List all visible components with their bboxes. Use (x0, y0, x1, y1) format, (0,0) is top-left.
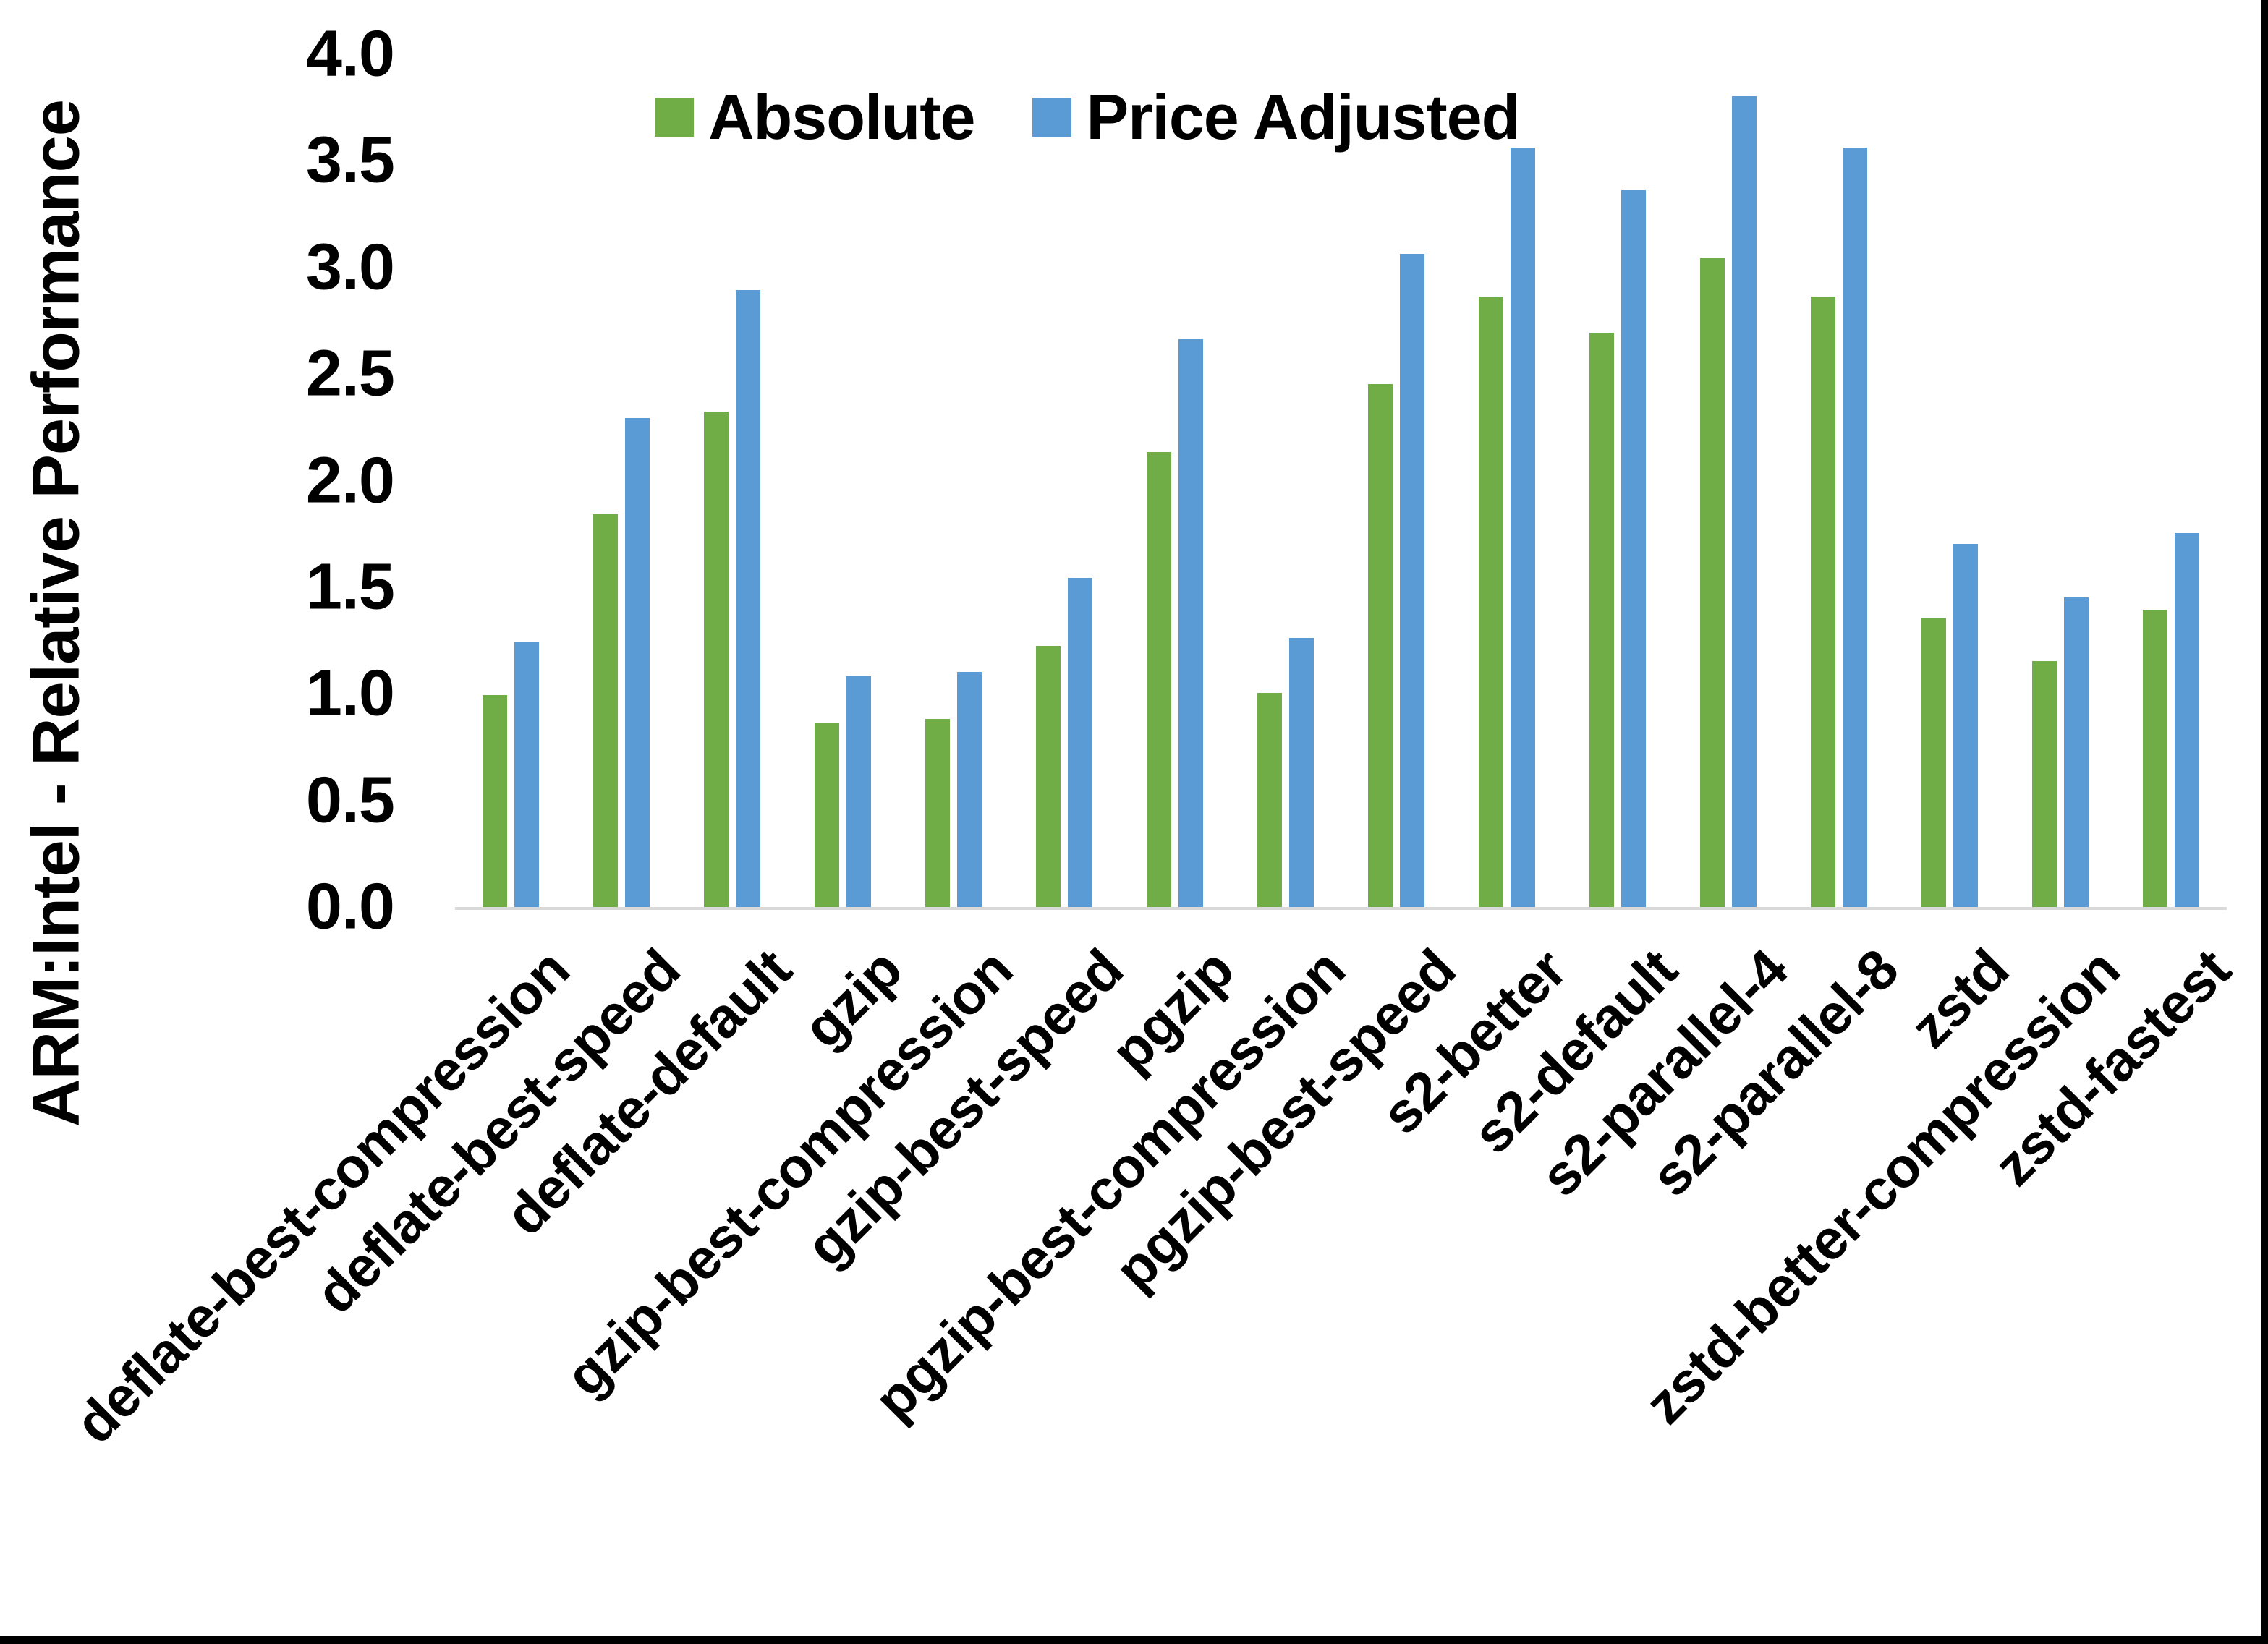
bar-group-zstd-fastest (2116, 56, 2227, 908)
bar-absolute-s2-better (1479, 297, 1504, 908)
x-axis-line (455, 907, 2227, 910)
legend-label: Price Adjusted (1086, 81, 1520, 153)
bar-absolute-pgzip (1146, 452, 1171, 908)
bar-absolute-deflate-default (703, 412, 729, 908)
y-tick-label: 1.5 (305, 550, 395, 623)
bar-group-zstd (1895, 56, 2005, 908)
bar-absolute-deflate-best-speed (593, 514, 618, 908)
bar-absolute-zstd-fastest (2143, 610, 2168, 908)
legend-swatch-icon (1032, 98, 1072, 137)
bar-absolute-s2-parallel-4 (1700, 258, 1725, 908)
legend-item-absolute: Absolute (655, 80, 975, 154)
y-tick-label: 2.5 (305, 337, 395, 410)
bar-price-adjusted-zstd-fastest (2175, 533, 2200, 908)
bar-price-adjusted-pgzip (1178, 339, 1203, 908)
bar-price-adjusted-zstd-better-compression (2064, 597, 2089, 908)
legend-swatch-icon (655, 98, 694, 137)
legend: Absolute Price Adjusted (655, 80, 1520, 154)
y-tick-label: 4.0 (305, 17, 395, 90)
plot-area (455, 56, 2227, 908)
y-tick-label: 1.0 (305, 657, 395, 730)
bar-absolute-gzip-best-compression (925, 719, 950, 908)
bar-absolute-deflate-best-compression (482, 695, 507, 908)
bar-absolute-pgzip-best-speed (1368, 384, 1393, 908)
bar-absolute-s2-parallel-8 (1811, 297, 1836, 908)
bar-group-s2-better (1452, 56, 1563, 908)
bar-absolute-zstd-better-compression (2032, 661, 2057, 908)
y-tick-label: 3.5 (305, 124, 395, 197)
bar-group-zstd-better-compression (2005, 56, 2116, 908)
bar-group-gzip-best-speed (1008, 56, 1119, 908)
y-tick-label: 2.0 (305, 443, 395, 516)
bar-group-deflate-default (676, 56, 787, 908)
bar-group-pgzip-best-speed (1341, 56, 1452, 908)
frame-bottom-border (0, 1636, 2268, 1644)
bar-absolute-gzip (814, 723, 839, 908)
bar-price-adjusted-zstd (1953, 544, 1979, 908)
bar-group-deflate-best-speed (566, 56, 676, 908)
frame-right-border (2261, 0, 2268, 1644)
bar-price-adjusted-s2-parallel-4 (1732, 96, 1757, 908)
y-tick-label: 0.5 (305, 764, 395, 837)
legend-label: Absolute (708, 81, 975, 153)
bar-absolute-zstd (1921, 618, 1947, 908)
bar-price-adjusted-deflate-best-speed (624, 418, 650, 908)
bar-price-adjusted-s2-better (1511, 148, 1536, 908)
bar-price-adjusted-gzip (846, 676, 871, 908)
bar-price-adjusted-s2-parallel-8 (1843, 148, 1868, 908)
bar-group-pgzip (1119, 56, 1230, 908)
legend-item-price-adjusted: Price Adjusted (1032, 80, 1520, 154)
bar-price-adjusted-gzip-best-compression (956, 672, 982, 908)
bar-price-adjusted-deflate-default (735, 290, 760, 908)
y-tick-label: 3.0 (305, 231, 395, 304)
bar-price-adjusted-pgzip-best-speed (1400, 254, 1425, 908)
bar-group-s2-parallel-8 (1784, 56, 1895, 908)
bar-group-pgzip-best-compression (1230, 56, 1341, 908)
bar-price-adjusted-gzip-best-speed (1067, 578, 1092, 908)
bar-price-adjusted-pgzip-best-compression (1288, 638, 1314, 908)
bar-absolute-gzip-best-speed (1035, 646, 1061, 908)
bar-group-deflate-best-compression (455, 56, 566, 908)
bar-group-s2-parallel-4 (1673, 56, 1784, 908)
bar-price-adjusted-deflate-best-compression (514, 642, 539, 908)
bar-absolute-s2-default (1589, 333, 1615, 908)
bar-price-adjusted-s2-default (1621, 190, 1647, 908)
y-tick-label: 0.0 (305, 870, 395, 943)
bar-group-gzip-best-compression (898, 56, 1008, 908)
bar-absolute-pgzip-best-compression (1257, 693, 1282, 908)
bar-group-s2-default (1563, 56, 1673, 908)
bar-group-gzip (787, 56, 898, 908)
